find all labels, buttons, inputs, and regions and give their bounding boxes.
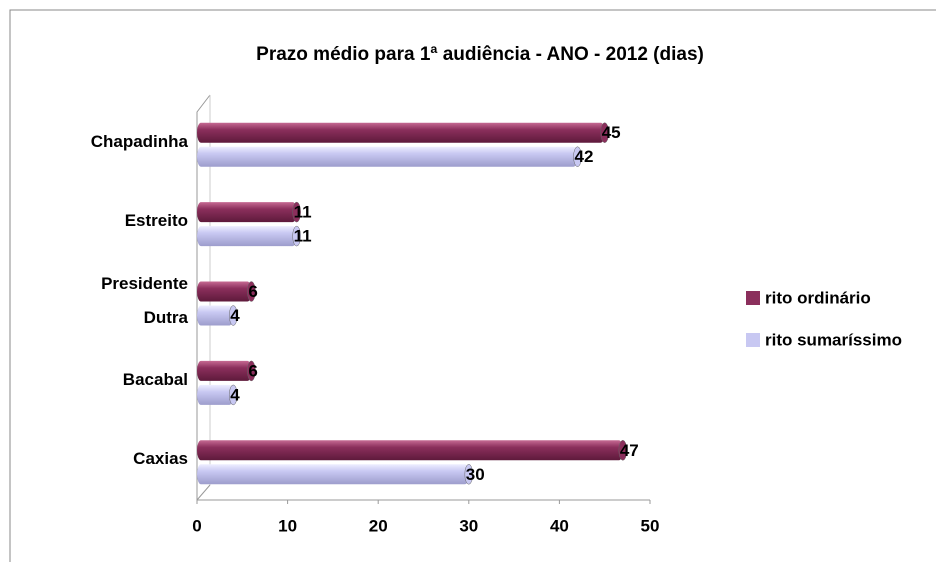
bar-cap <box>292 225 301 247</box>
y-tick-label: Presidente Dutra <box>101 273 188 327</box>
chart-border <box>9 9 936 562</box>
bar-cap <box>228 384 238 406</box>
chart-title: Prazo médio para 1ª audiência - ANO - 20… <box>256 44 704 65</box>
y-tick-label: Bacabal <box>122 369 188 389</box>
bar <box>197 146 578 167</box>
plot-frame <box>196 94 650 501</box>
bar <box>197 360 252 381</box>
data-label: 47 <box>620 441 639 460</box>
x-tick-label: 50 <box>641 516 660 535</box>
data-label: 6 <box>248 282 257 301</box>
bar <box>197 281 252 302</box>
floor-edge <box>196 484 211 501</box>
bar <box>197 440 623 461</box>
legend-label: rito ordinário <box>765 288 871 307</box>
bar-cap <box>247 281 256 302</box>
data-label: 11 <box>294 227 312 246</box>
data-label: 11 <box>294 203 312 222</box>
x-tick-label: 40 <box>550 516 569 535</box>
legend-label: rito sumaríssimo <box>765 330 902 349</box>
y-tick-label: Chapadinha <box>90 131 188 151</box>
data-label: 45 <box>602 123 621 142</box>
y-tick-label: Estreito <box>124 211 188 231</box>
data-label: 6 <box>248 361 257 380</box>
bar-cap <box>573 146 582 167</box>
x-tick-label: 20 <box>369 516 388 535</box>
data-label: 30 <box>466 465 485 484</box>
bar <box>197 226 297 247</box>
bar <box>197 464 469 485</box>
x-tick-label: 0 <box>192 516 201 535</box>
legend-swatch <box>746 333 760 347</box>
bar-cap <box>292 201 301 223</box>
bar-cap <box>600 122 609 143</box>
bar-cap <box>228 305 238 326</box>
x-tick-label: 30 <box>459 516 478 535</box>
bar-cap <box>247 360 256 382</box>
bar <box>197 202 297 223</box>
bar-cap <box>464 464 474 485</box>
legend-swatch <box>746 291 760 305</box>
data-label: 4 <box>230 306 240 325</box>
bar <box>197 122 605 143</box>
y-tick-label: Caxias <box>133 449 188 469</box>
data-label: 42 <box>575 147 594 166</box>
bar <box>197 305 234 326</box>
data-label: 4 <box>230 385 240 404</box>
bar-cap <box>618 440 628 461</box>
x-tick-label: 10 <box>278 516 297 535</box>
bar <box>197 384 234 405</box>
